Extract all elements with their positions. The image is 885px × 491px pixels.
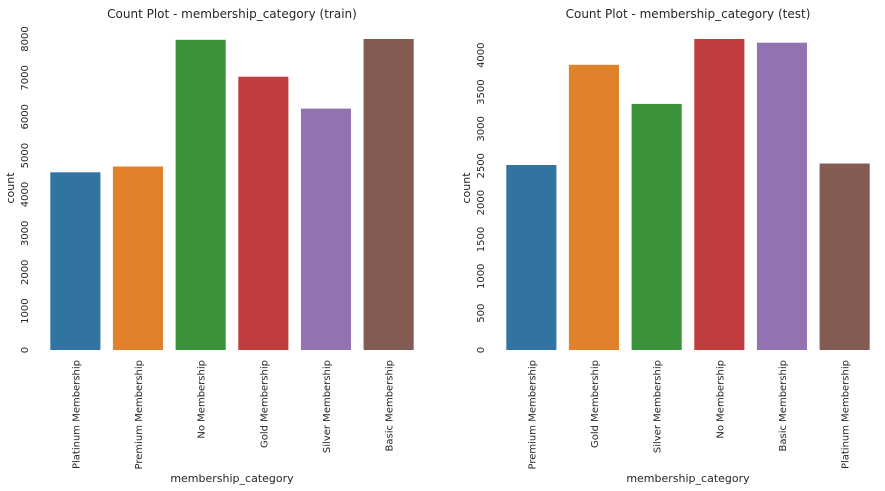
x-tick-label: No Membership bbox=[715, 360, 726, 439]
y-axis-label: count bbox=[4, 172, 17, 204]
bar-silver-membership bbox=[300, 108, 351, 350]
x-tick-label: Gold Membership bbox=[590, 360, 601, 448]
x-tick-label: Silver Membership bbox=[653, 360, 664, 453]
bar-platinum-membership bbox=[819, 163, 870, 350]
x-tick-label: Premium Membership bbox=[134, 360, 145, 469]
y-tick-label: 2000 bbox=[20, 260, 31, 285]
bar-gold-membership bbox=[568, 64, 619, 351]
bar-premium-membership bbox=[112, 166, 163, 350]
x-tick-label: Platinum Membership bbox=[71, 360, 82, 469]
bar-basic-membership bbox=[756, 42, 807, 350]
y-tick-label: 3000 bbox=[20, 221, 31, 246]
bar-premium-membership bbox=[506, 165, 557, 350]
y-tick-label: 3000 bbox=[476, 116, 487, 141]
bar-basic-membership bbox=[363, 39, 414, 350]
y-tick-label: 2000 bbox=[476, 190, 487, 215]
y-ticks: 0 1000 2000 3000 4000 5000 6000 7000 8000 bbox=[20, 26, 31, 353]
bar-silver-membership bbox=[631, 103, 682, 351]
test-count-plot: Count Plot - membership_category (test) … bbox=[460, 7, 870, 485]
y-tick-label: 500 bbox=[476, 304, 487, 323]
train-count-plot: Count Plot - membership_category (train)… bbox=[4, 7, 414, 485]
x-tick-label: Silver Membership bbox=[322, 360, 333, 453]
bar-no-membership bbox=[694, 39, 745, 350]
x-tick-label: Platinum Membership bbox=[841, 360, 852, 469]
x-tick-label: Premium Membership bbox=[527, 360, 538, 469]
y-tick-label: 0 bbox=[20, 347, 31, 353]
y-tick-label: 1000 bbox=[20, 298, 31, 323]
y-tick-label: 5000 bbox=[20, 143, 31, 168]
y-tick-label: 8000 bbox=[20, 26, 31, 51]
x-axis-label: membership_category bbox=[170, 472, 294, 485]
y-ticks: 0 500 1000 1500 2000 2500 3000 3500 4000 bbox=[476, 42, 487, 353]
y-tick-label: 4000 bbox=[476, 42, 487, 67]
x-axis-label: membership_category bbox=[626, 472, 750, 485]
bars bbox=[506, 39, 870, 351]
y-tick-label: 4000 bbox=[20, 182, 31, 207]
x-tick-label: Basic Membership bbox=[778, 360, 789, 451]
y-tick-label: 3500 bbox=[476, 79, 487, 104]
x-tick-label: Gold Membership bbox=[259, 360, 270, 448]
bar-platinum-membership bbox=[50, 172, 101, 350]
y-tick-label: 0 bbox=[476, 347, 487, 353]
bars bbox=[50, 39, 414, 351]
chart-title: Count Plot - membership_category (train) bbox=[107, 7, 357, 21]
x-ticks: Platinum Membership Premium Membership No … bbox=[71, 360, 395, 469]
y-tick-label: 6000 bbox=[20, 104, 31, 129]
y-tick-label: 7000 bbox=[20, 65, 31, 90]
x-tick-label: No Membership bbox=[197, 360, 208, 439]
chart-title: Count Plot - membership_category (test) bbox=[566, 7, 811, 21]
bar-gold-membership bbox=[238, 76, 289, 350]
y-tick-label: 1000 bbox=[476, 264, 487, 289]
x-tick-label: Basic Membership bbox=[385, 360, 396, 451]
y-axis-label: count bbox=[460, 172, 473, 204]
x-ticks: Premium Membership Gold Membership Silver … bbox=[527, 360, 851, 469]
y-tick-label: 2500 bbox=[476, 153, 487, 178]
y-tick-label: 1500 bbox=[476, 227, 487, 252]
bar-no-membership bbox=[175, 39, 226, 351]
